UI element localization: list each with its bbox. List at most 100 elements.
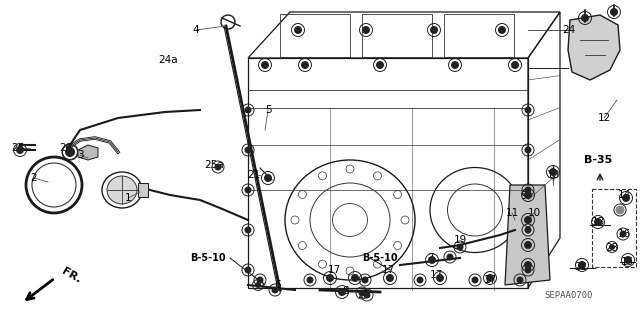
Text: 21: 21 (248, 170, 260, 180)
Circle shape (472, 277, 479, 284)
Circle shape (244, 146, 252, 153)
Circle shape (511, 61, 519, 69)
Circle shape (307, 277, 314, 284)
Text: 25a: 25a (204, 160, 224, 170)
Circle shape (244, 266, 252, 273)
Circle shape (524, 241, 532, 249)
Circle shape (525, 107, 531, 114)
Circle shape (451, 61, 459, 69)
Circle shape (620, 231, 627, 238)
Text: 25: 25 (357, 290, 371, 300)
Circle shape (364, 292, 371, 299)
Circle shape (524, 191, 532, 199)
Text: B-5-10: B-5-10 (190, 253, 226, 263)
Text: 17: 17 (429, 270, 443, 280)
Circle shape (430, 26, 438, 34)
Text: 8: 8 (342, 286, 349, 296)
Circle shape (524, 261, 532, 269)
Circle shape (351, 274, 359, 282)
Circle shape (264, 174, 272, 182)
Text: B-35: B-35 (584, 155, 612, 165)
Text: SEPAA0700: SEPAA0700 (544, 292, 593, 300)
Circle shape (244, 187, 252, 194)
Text: 17: 17 (328, 265, 340, 275)
Text: 23: 23 (605, 243, 619, 253)
Circle shape (261, 61, 269, 69)
Circle shape (214, 164, 221, 170)
Circle shape (244, 226, 252, 234)
Text: B-5-10: B-5-10 (362, 253, 398, 263)
Text: 3: 3 (77, 150, 83, 160)
Circle shape (581, 14, 589, 22)
Text: 24: 24 (563, 25, 575, 35)
Circle shape (362, 277, 369, 284)
Circle shape (610, 8, 618, 16)
Circle shape (456, 243, 463, 250)
Circle shape (525, 187, 531, 194)
Circle shape (428, 256, 436, 264)
Polygon shape (568, 15, 620, 80)
Text: 22: 22 (574, 262, 588, 272)
Circle shape (65, 147, 75, 157)
Text: 13: 13 (591, 217, 605, 227)
Circle shape (358, 290, 365, 296)
Text: FR.: FR. (60, 267, 83, 286)
Text: 1: 1 (125, 193, 131, 203)
Circle shape (498, 26, 506, 34)
Text: 10: 10 (527, 208, 541, 218)
Text: 19: 19 (453, 235, 467, 245)
Ellipse shape (107, 176, 137, 204)
Circle shape (386, 274, 394, 282)
Text: 12: 12 (597, 113, 611, 123)
Circle shape (417, 277, 424, 284)
Circle shape (301, 61, 309, 69)
Polygon shape (505, 185, 550, 285)
Text: 7: 7 (427, 253, 433, 263)
Text: 4: 4 (193, 25, 199, 35)
Circle shape (516, 277, 524, 284)
Text: 9: 9 (521, 191, 527, 201)
Circle shape (609, 244, 615, 250)
Circle shape (271, 286, 278, 293)
Circle shape (594, 218, 602, 226)
Circle shape (486, 274, 494, 282)
Circle shape (244, 107, 252, 114)
Circle shape (16, 146, 24, 154)
Text: 2: 2 (31, 173, 37, 183)
Circle shape (376, 61, 384, 69)
Circle shape (326, 274, 334, 282)
Polygon shape (78, 145, 98, 160)
Circle shape (255, 282, 261, 288)
Circle shape (549, 168, 557, 176)
Circle shape (622, 194, 630, 202)
Text: 24a: 24a (158, 55, 178, 65)
Text: 20: 20 (60, 143, 72, 153)
Text: 17: 17 (381, 265, 395, 275)
Circle shape (338, 288, 346, 296)
Text: 14: 14 (618, 190, 630, 200)
Text: 5: 5 (265, 105, 271, 115)
Circle shape (436, 274, 444, 282)
Circle shape (525, 226, 531, 234)
Bar (444, 14, 514, 57)
Text: 15: 15 (620, 257, 634, 267)
Circle shape (362, 26, 370, 34)
Text: 11: 11 (506, 208, 518, 218)
Circle shape (624, 256, 632, 264)
Text: 6: 6 (275, 280, 282, 290)
Text: 18: 18 (547, 170, 559, 180)
Text: 26: 26 (12, 143, 24, 153)
Bar (280, 14, 350, 57)
Polygon shape (138, 183, 148, 197)
Circle shape (525, 266, 531, 273)
Text: 17: 17 (483, 275, 497, 285)
Circle shape (524, 216, 532, 224)
Circle shape (525, 146, 531, 153)
Circle shape (447, 254, 454, 261)
Bar (362, 14, 432, 57)
Circle shape (294, 26, 302, 34)
Circle shape (578, 261, 586, 269)
Circle shape (257, 277, 264, 284)
Circle shape (616, 206, 624, 214)
Text: 16: 16 (618, 229, 630, 239)
